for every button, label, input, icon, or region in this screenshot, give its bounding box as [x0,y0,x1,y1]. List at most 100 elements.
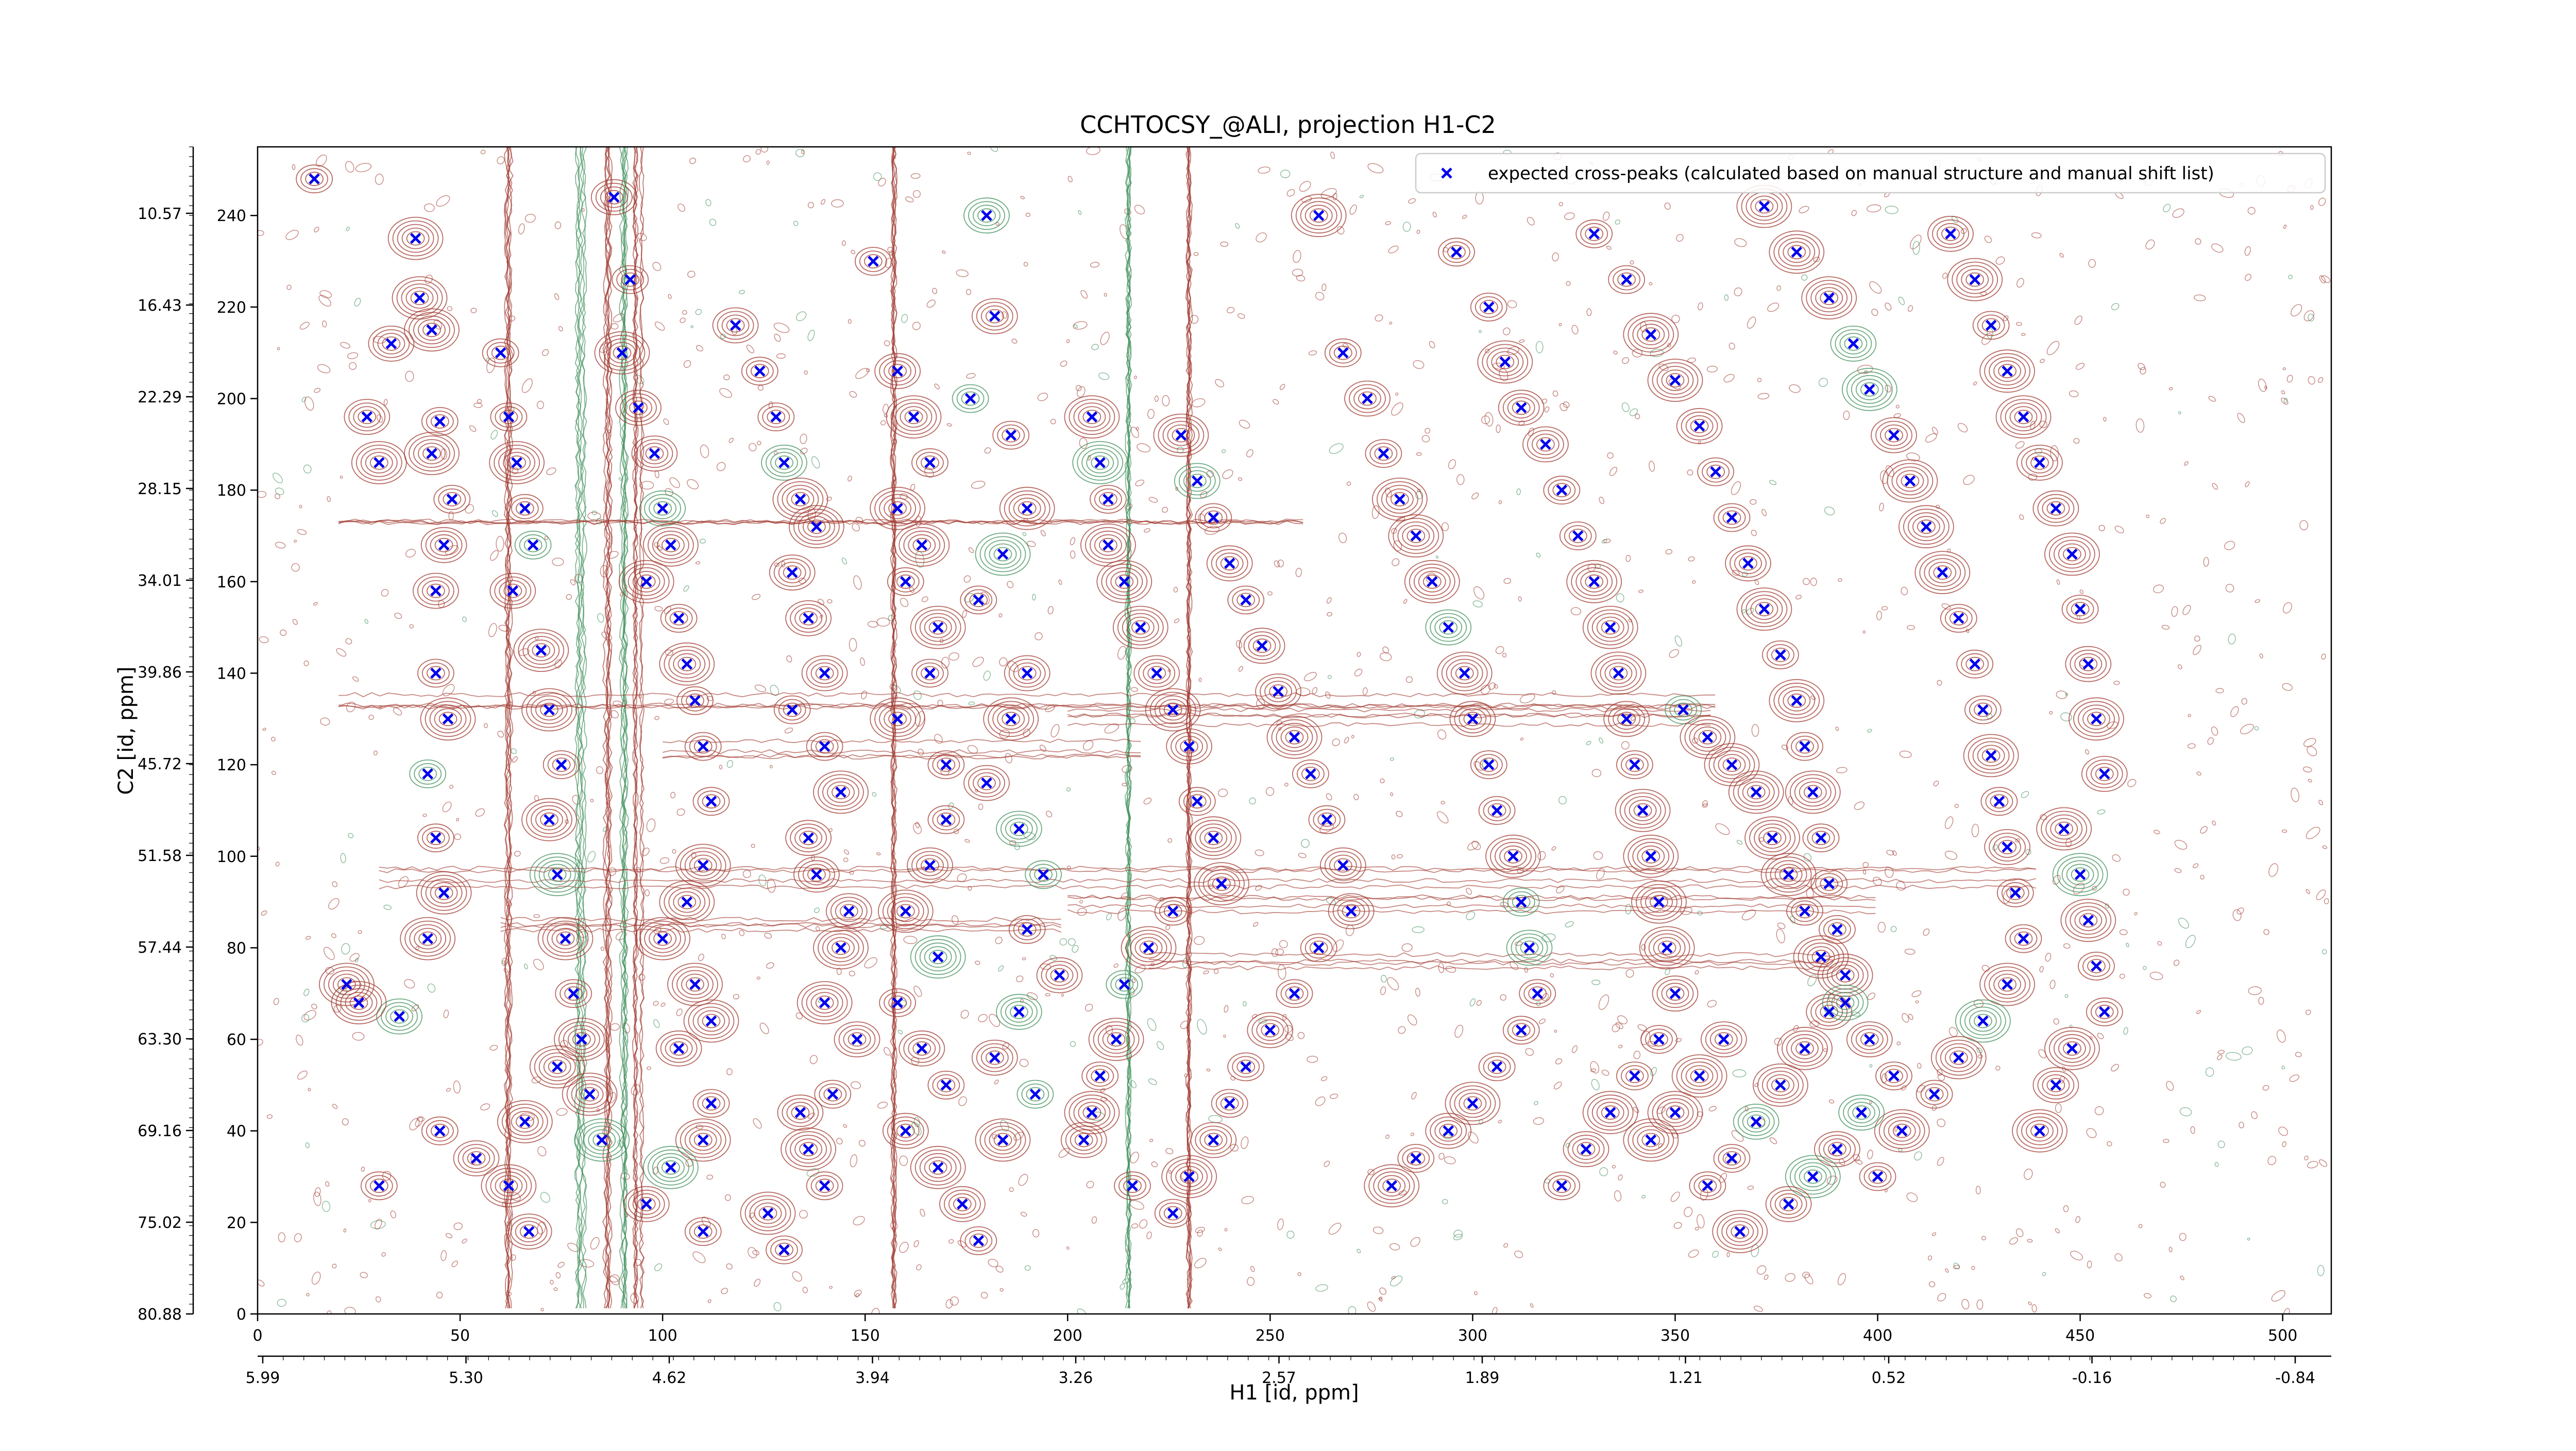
peak-contour [783,702,802,717]
peak-contour [1639,926,1695,970]
noise-contour [1238,666,1243,672]
peak-contour [1430,1116,1467,1145]
expected-peak-stroke [819,1180,831,1192]
noise-contour [1987,328,1993,339]
expected-peak-stroke [511,457,522,468]
expected-peak-stroke [1208,512,1219,524]
peak-contour [494,576,532,605]
noise-contour [1854,801,1865,810]
noise-contour [1587,563,1596,572]
peak-contour [1086,1065,1114,1087]
noise-contour [587,851,596,863]
expected-peak-marker [981,777,992,789]
peak-contour [697,1010,725,1032]
noise-contour [550,1279,554,1285]
peak-contour [1402,525,1430,547]
noise-contour [1995,1066,2001,1071]
legend-box [1415,153,2326,194]
expected-peak-marker [2074,869,2086,881]
peak-contour [1739,556,1757,571]
peak-contour [624,397,652,419]
noise-contour [866,368,870,373]
peak-contour [1511,933,1548,963]
peak-contour [1799,1166,1827,1188]
peak-contour [1358,391,1377,406]
noise-contour [1416,452,1422,456]
noise-contour [1349,204,1357,215]
peak-contour [1280,726,1309,748]
peak-contour [1580,570,1608,593]
peak-contour [1652,975,1699,1012]
peak-contour [1096,560,1153,603]
expected-peak-stroke [1151,667,1162,679]
expected-peak-stroke [730,319,741,331]
peak-contour [1559,521,1597,550]
expected-peak-stroke [1038,869,1049,881]
expected-peak-stroke [1337,859,1349,871]
peak-contour [1791,900,1819,922]
noise-contour [1828,1099,1835,1104]
noise-contour [983,670,991,681]
noise-contour [1898,296,1905,306]
noise-contour [867,620,878,628]
noise-contour [524,964,528,970]
noise-contour [489,550,499,561]
peak-contour [1935,1039,1982,1076]
noise-contour [1514,1251,1523,1258]
expected-peak-marker [1823,1006,1835,1018]
expected-peak-stroke [624,274,636,285]
noise-contour [299,322,310,330]
peak-contour [392,276,448,319]
noise-contour [1200,491,1208,498]
noise-contour [292,164,296,171]
y-index-tick-label: 160 [217,573,246,592]
peak-contour [689,1221,717,1243]
peak-contour [551,927,580,950]
expected-peak-marker [1491,1061,1503,1073]
peak-contour [1608,704,1646,734]
peak-contour [1831,992,1859,1014]
expected-peak-stroke [1621,713,1632,725]
expected-peak-marker [1532,988,1543,1000]
noise-contour [1321,283,1327,291]
noise-contour [1117,646,1127,660]
peak-contour [657,534,685,556]
peak-contour [1815,873,1843,895]
noise-contour [355,163,372,173]
noise-contour [1320,1076,1328,1082]
y-index-tick-label: 140 [217,665,246,683]
expected-peak-stroke [1645,1134,1657,1146]
peak-contour [677,895,697,909]
peak-contour [1737,778,1775,807]
expected-peak-stroke [892,997,903,1008]
noise-contour [1022,532,1027,536]
noise-contour [1020,196,1025,199]
peak-contour [1502,887,1540,917]
noise-contour [2069,390,2079,397]
peak-contour [1447,245,1466,260]
noise-contour [2049,711,2053,715]
peak-contour [2095,1004,2114,1019]
expected-peak-stroke [1888,429,1900,441]
peak-contour [932,808,960,831]
peak-contour [1285,986,1304,1001]
noise-contour [793,221,799,226]
y-index-tick-label: 60 [227,1031,246,1049]
peak-contour [988,701,1035,737]
expected-peak-marker [786,704,798,716]
noise-contour [665,649,673,656]
noise-contour [705,199,711,207]
noise-contour [682,310,687,315]
peak-contour [1002,428,1021,443]
peak-contour [702,1096,721,1111]
peak-contour [790,1135,827,1164]
noise-contour [1454,1024,1464,1038]
noise-contour [1241,1136,1249,1149]
y-index-tick-label: 80 [227,939,246,957]
noise-contour [1499,368,1509,381]
noise-contour [826,496,832,501]
peak-contour [815,739,834,754]
peak-contour [1204,831,1223,846]
peak-contour [369,455,388,470]
noise-contour [352,676,359,682]
